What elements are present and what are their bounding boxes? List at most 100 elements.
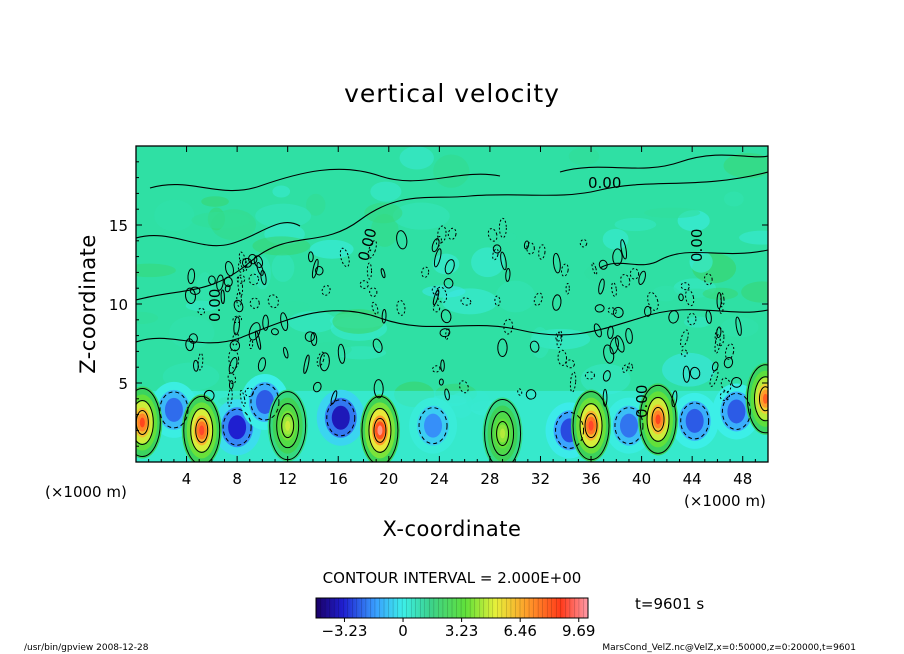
contour-line — [233, 299, 244, 313]
contour-line — [529, 340, 540, 353]
updraft-cell — [762, 393, 768, 404]
contour-line — [603, 344, 615, 364]
contour-line — [579, 239, 588, 248]
contour-line — [312, 381, 322, 393]
contour-line — [368, 407, 392, 453]
contour-line — [311, 258, 319, 279]
contour-line — [523, 240, 530, 250]
field-patch — [136, 263, 176, 278]
contour-line-negative — [555, 411, 585, 449]
contour-line — [644, 305, 652, 317]
x-tick-label: 4 — [182, 470, 192, 488]
y-tick-label: 10 — [109, 296, 128, 314]
contour-line — [229, 340, 241, 352]
contour-line — [136, 388, 161, 457]
contour-line — [731, 376, 743, 388]
contour-line — [253, 255, 264, 268]
x-tick-label: 32 — [531, 470, 550, 488]
y-axis: 5 10 15 — [109, 161, 768, 447]
field-patch — [370, 181, 402, 202]
downdraft-cell — [331, 405, 350, 430]
contour-line — [267, 294, 279, 309]
contour-line — [189, 286, 201, 295]
updraft-cell — [500, 428, 506, 439]
contour-line — [438, 378, 444, 386]
contour-line — [552, 252, 561, 274]
contour-line — [719, 391, 730, 401]
y-tick-label: 5 — [118, 375, 128, 393]
contour-line — [371, 301, 379, 315]
contour-line-negative — [326, 399, 356, 437]
field-patch — [568, 147, 600, 166]
contour-line — [492, 248, 499, 261]
contour-line-negative — [418, 407, 448, 445]
contour-line — [270, 328, 279, 336]
x-tick-label: 28 — [480, 470, 499, 488]
contour-line — [714, 327, 725, 347]
contour-line — [339, 247, 350, 268]
x-tick-label: 36 — [581, 470, 600, 488]
x-tick-label: 44 — [683, 470, 702, 488]
field-patch — [191, 211, 250, 229]
contour-line — [244, 387, 254, 398]
contour-line — [492, 244, 502, 254]
contour-line — [620, 274, 631, 288]
contour-line — [555, 331, 562, 342]
contour-line — [704, 273, 713, 286]
contour-line — [310, 332, 318, 347]
contour-line — [233, 316, 241, 336]
contour-line — [602, 388, 608, 407]
time-label: t=9601 s — [635, 595, 704, 613]
contour-line — [611, 282, 617, 297]
contour-line — [432, 289, 440, 306]
contour-line — [735, 316, 742, 336]
y-tick-label: 15 — [109, 217, 128, 235]
contour-line — [517, 388, 523, 396]
field-patch — [272, 185, 291, 198]
plot-area — [135, 145, 769, 463]
contour-line-negative — [721, 392, 751, 430]
contour-line — [432, 304, 441, 313]
contour-line — [602, 370, 611, 382]
contour-line — [459, 380, 469, 394]
contour-line — [330, 390, 338, 405]
x-tick-label: 24 — [430, 470, 449, 488]
contour-line — [188, 333, 198, 344]
contour-line — [505, 267, 511, 282]
field-patch — [530, 327, 550, 359]
contour-line — [381, 308, 387, 324]
contour-line — [203, 389, 215, 402]
contour-line — [503, 318, 514, 335]
field-patch — [652, 285, 680, 302]
contour-line — [565, 359, 575, 369]
contour-line — [494, 295, 501, 307]
x-tick-label: 40 — [632, 470, 651, 488]
colorbar-tick-label: 3.23 — [445, 622, 478, 640]
footer-right: MarsCond_VelZ.nc@VelZ,x=0:50000,z=0:2000… — [602, 643, 856, 653]
contour-line — [498, 217, 507, 239]
contour-line — [716, 292, 722, 310]
colorbar-ticks: −3.23 0 3.23 6.46 9.69 — [321, 618, 595, 640]
contour-line — [591, 262, 598, 276]
contour-label: 0.00 — [588, 174, 621, 192]
contour-line — [361, 395, 399, 462]
x-tick-label: 12 — [278, 470, 297, 488]
contour-line — [237, 258, 247, 273]
contour-line — [724, 343, 735, 360]
field-patch — [288, 311, 337, 333]
contour-line — [491, 411, 515, 457]
x-axis-label: X-coordinate — [383, 517, 522, 541]
contour-line — [720, 377, 732, 393]
contour-line — [552, 294, 562, 311]
x-tick-label: 8 — [232, 470, 242, 488]
downdraft-cell — [228, 415, 247, 440]
field-patch — [495, 280, 536, 313]
contour-line — [220, 289, 225, 305]
contour-line — [369, 287, 378, 297]
contour-line — [228, 380, 234, 390]
contour-line — [443, 278, 454, 289]
contour-line — [431, 238, 440, 253]
contour-line — [436, 286, 448, 304]
contour-line — [228, 348, 240, 369]
contour-line — [629, 268, 640, 280]
